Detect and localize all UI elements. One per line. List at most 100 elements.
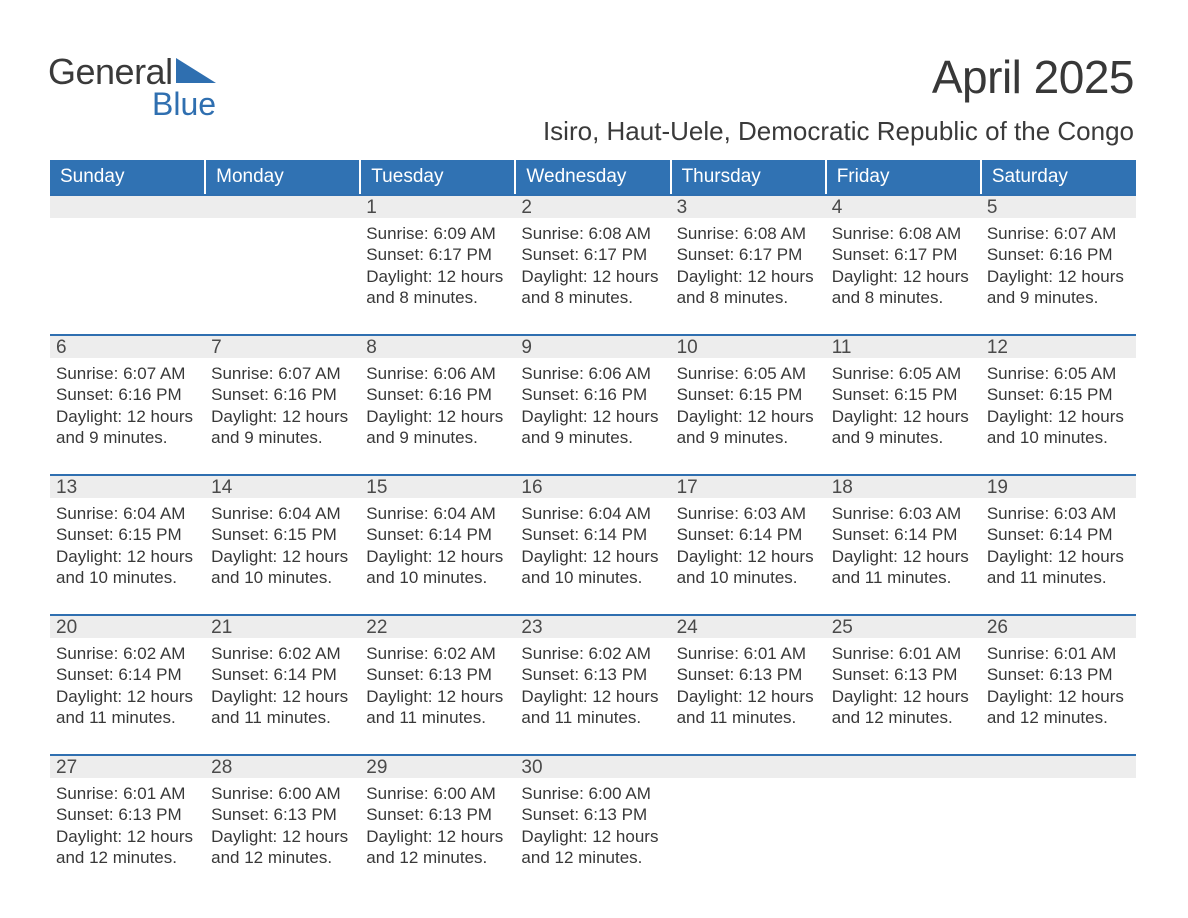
sunrise-value: Sunrise: 6:03 AM <box>832 503 975 524</box>
sunset-value: Sunset: 6:14 PM <box>56 664 199 685</box>
sunrise-value: Sunrise: 6:02 AM <box>366 643 509 664</box>
daylight-value: Daylight: 12 hours and 12 minutes. <box>366 826 509 869</box>
sunrise-value: Sunrise: 6:01 AM <box>832 643 975 664</box>
sunset-value: Sunset: 6:14 PM <box>521 524 664 545</box>
sunrise-value: Sunrise: 6:04 AM <box>366 503 509 524</box>
calendar-cell: 19Sunrise: 6:03 AMSunset: 6:14 PMDayligh… <box>981 474 1136 614</box>
day-number: 16 <box>515 474 670 498</box>
sunset-value: Sunset: 6:13 PM <box>211 804 354 825</box>
sunrise-value: Sunrise: 6:08 AM <box>521 223 664 244</box>
day-details: Sunrise: 6:01 AMSunset: 6:13 PMDaylight:… <box>981 638 1136 732</box>
sunset-value: Sunset: 6:16 PM <box>987 244 1130 265</box>
calendar-cell: 28Sunrise: 6:00 AMSunset: 6:13 PMDayligh… <box>205 754 360 894</box>
day-number <box>981 754 1136 778</box>
daylight-value: Daylight: 12 hours and 11 minutes. <box>366 686 509 729</box>
day-number: 24 <box>671 614 826 638</box>
day-number: 8 <box>360 334 515 358</box>
day-number: 26 <box>981 614 1136 638</box>
daylight-value: Daylight: 12 hours and 8 minutes. <box>521 266 664 309</box>
brand-triangle-icon <box>176 58 216 86</box>
day-number: 23 <box>515 614 670 638</box>
col-header-tuesday: Tuesday <box>360 160 515 194</box>
sunset-value: Sunset: 6:17 PM <box>521 244 664 265</box>
day-details: Sunrise: 6:07 AMSunset: 6:16 PMDaylight:… <box>981 218 1136 312</box>
daylight-value: Daylight: 12 hours and 11 minutes. <box>987 546 1130 589</box>
day-number: 19 <box>981 474 1136 498</box>
sunset-value: Sunset: 6:16 PM <box>56 384 199 405</box>
sunset-value: Sunset: 6:15 PM <box>987 384 1130 405</box>
day-details: Sunrise: 6:04 AMSunset: 6:14 PMDaylight:… <box>360 498 515 592</box>
day-details: Sunrise: 6:04 AMSunset: 6:15 PMDaylight:… <box>50 498 205 592</box>
day-details: Sunrise: 6:06 AMSunset: 6:16 PMDaylight:… <box>360 358 515 452</box>
day-number: 6 <box>50 334 205 358</box>
day-number: 11 <box>826 334 981 358</box>
day-details: Sunrise: 6:01 AMSunset: 6:13 PMDaylight:… <box>50 778 205 872</box>
daylight-value: Daylight: 12 hours and 12 minutes. <box>56 826 199 869</box>
sunrise-value: Sunrise: 6:06 AM <box>366 363 509 384</box>
sunrise-value: Sunrise: 6:05 AM <box>987 363 1130 384</box>
sunrise-value: Sunrise: 6:01 AM <box>987 643 1130 664</box>
day-details: Sunrise: 6:01 AMSunset: 6:13 PMDaylight:… <box>826 638 981 732</box>
sunrise-value: Sunrise: 6:04 AM <box>56 503 199 524</box>
sunset-value: Sunset: 6:16 PM <box>211 384 354 405</box>
calendar-body: 1Sunrise: 6:09 AMSunset: 6:17 PMDaylight… <box>50 194 1136 894</box>
brand-word2: Blue <box>152 88 248 120</box>
calendar-cell: 26Sunrise: 6:01 AMSunset: 6:13 PMDayligh… <box>981 614 1136 754</box>
day-number: 2 <box>515 194 670 218</box>
daylight-value: Daylight: 12 hours and 11 minutes. <box>521 686 664 729</box>
calendar-cell <box>205 194 360 334</box>
sunrise-value: Sunrise: 6:03 AM <box>987 503 1130 524</box>
calendar-cell <box>50 194 205 334</box>
sunset-value: Sunset: 6:13 PM <box>521 664 664 685</box>
daylight-value: Daylight: 12 hours and 9 minutes. <box>521 406 664 449</box>
day-number: 4 <box>826 194 981 218</box>
sunrise-value: Sunrise: 6:07 AM <box>211 363 354 384</box>
calendar-cell: 1Sunrise: 6:09 AMSunset: 6:17 PMDaylight… <box>360 194 515 334</box>
sunrise-value: Sunrise: 6:07 AM <box>987 223 1130 244</box>
daylight-value: Daylight: 12 hours and 10 minutes. <box>521 546 664 589</box>
calendar-cell: 12Sunrise: 6:05 AMSunset: 6:15 PMDayligh… <box>981 334 1136 474</box>
day-details: Sunrise: 6:03 AMSunset: 6:14 PMDaylight:… <box>981 498 1136 592</box>
day-number: 30 <box>515 754 670 778</box>
page-title: April 2025 <box>932 50 1134 104</box>
calendar-cell: 22Sunrise: 6:02 AMSunset: 6:13 PMDayligh… <box>360 614 515 754</box>
day-details: Sunrise: 6:01 AMSunset: 6:13 PMDaylight:… <box>671 638 826 732</box>
day-number: 5 <box>981 194 1136 218</box>
sunset-value: Sunset: 6:15 PM <box>56 524 199 545</box>
day-details: Sunrise: 6:09 AMSunset: 6:17 PMDaylight:… <box>360 218 515 312</box>
day-details: Sunrise: 6:08 AMSunset: 6:17 PMDaylight:… <box>515 218 670 312</box>
sunset-value: Sunset: 6:14 PM <box>211 664 354 685</box>
sunrise-value: Sunrise: 6:01 AM <box>677 643 820 664</box>
page: General Blue April 2025 Isiro, Haut-Uele… <box>0 0 1188 918</box>
sunrise-value: Sunrise: 6:09 AM <box>366 223 509 244</box>
sunset-value: Sunset: 6:17 PM <box>832 244 975 265</box>
calendar-week-row: 27Sunrise: 6:01 AMSunset: 6:13 PMDayligh… <box>50 754 1136 894</box>
sunrise-value: Sunrise: 6:05 AM <box>832 363 975 384</box>
calendar-cell: 23Sunrise: 6:02 AMSunset: 6:13 PMDayligh… <box>515 614 670 754</box>
day-number: 13 <box>50 474 205 498</box>
day-number <box>205 194 360 218</box>
day-details: Sunrise: 6:00 AMSunset: 6:13 PMDaylight:… <box>515 778 670 872</box>
daylight-value: Daylight: 12 hours and 9 minutes. <box>677 406 820 449</box>
daylight-value: Daylight: 12 hours and 9 minutes. <box>211 406 354 449</box>
sunset-value: Sunset: 6:16 PM <box>521 384 664 405</box>
day-details: Sunrise: 6:00 AMSunset: 6:13 PMDaylight:… <box>360 778 515 872</box>
day-number: 28 <box>205 754 360 778</box>
sunset-value: Sunset: 6:14 PM <box>677 524 820 545</box>
daylight-value: Daylight: 12 hours and 8 minutes. <box>677 266 820 309</box>
calendar-cell: 18Sunrise: 6:03 AMSunset: 6:14 PMDayligh… <box>826 474 981 614</box>
day-details: Sunrise: 6:07 AMSunset: 6:16 PMDaylight:… <box>50 358 205 452</box>
daylight-value: Daylight: 12 hours and 10 minutes. <box>366 546 509 589</box>
calendar-cell: 16Sunrise: 6:04 AMSunset: 6:14 PMDayligh… <box>515 474 670 614</box>
daylight-value: Daylight: 12 hours and 12 minutes. <box>832 686 975 729</box>
sunset-value: Sunset: 6:15 PM <box>832 384 975 405</box>
daylight-value: Daylight: 12 hours and 10 minutes. <box>987 406 1130 449</box>
col-header-friday: Friday <box>826 160 981 194</box>
sunset-value: Sunset: 6:14 PM <box>832 524 975 545</box>
calendar-cell: 6Sunrise: 6:07 AMSunset: 6:16 PMDaylight… <box>50 334 205 474</box>
sunrise-value: Sunrise: 6:08 AM <box>832 223 975 244</box>
day-details: Sunrise: 6:05 AMSunset: 6:15 PMDaylight:… <box>671 358 826 452</box>
day-number: 3 <box>671 194 826 218</box>
calendar-week-row: 20Sunrise: 6:02 AMSunset: 6:14 PMDayligh… <box>50 614 1136 754</box>
daylight-value: Daylight: 12 hours and 10 minutes. <box>211 546 354 589</box>
